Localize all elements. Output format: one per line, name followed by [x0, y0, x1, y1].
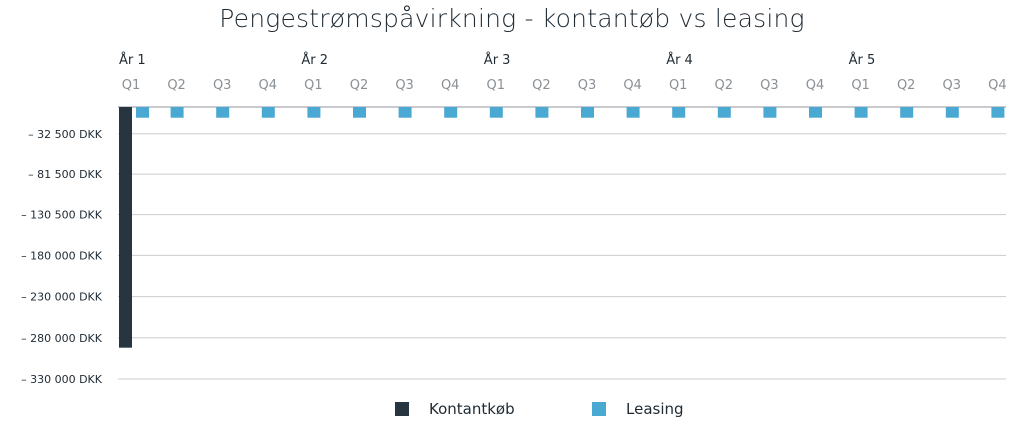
year-label: År 4 — [666, 52, 693, 68]
bar-leasing — [809, 107, 822, 118]
legend-label-leasing: Leasing — [626, 400, 684, 418]
quarter-label: Q2 — [715, 78, 734, 93]
bar-kontantkob — [119, 107, 132, 348]
chart-title: Pengestrømspåvirkning - kontantøb vs lea… — [219, 4, 805, 33]
quarter-label: Q4 — [441, 78, 460, 93]
bar-leasing — [398, 107, 412, 118]
quarter-label: Q2 — [897, 78, 916, 93]
y-tick-label: – 32 500 DKK — [28, 128, 103, 141]
bar-leasing — [672, 107, 686, 118]
bar-leasing — [170, 107, 184, 118]
bar-leasing — [581, 107, 594, 118]
quarter-label: Q2 — [532, 78, 551, 93]
y-tick-label: – 230 000 DKK — [21, 291, 103, 304]
bar-leasing — [763, 107, 777, 118]
quarter-label: Q3 — [760, 78, 779, 93]
year-label: År 1 — [119, 52, 146, 68]
bar-leasing — [991, 107, 1005, 118]
bar-leasing — [535, 107, 549, 118]
legend-swatch-leasing — [592, 402, 606, 416]
legend-label-kontantkob: Kontantkøb — [429, 400, 515, 418]
quarter-label: Q2 — [350, 78, 369, 93]
bar-leasing — [307, 107, 321, 118]
legend-item-kontantkob: Kontantkøb — [395, 400, 515, 418]
y-tick-label: – 81 500 DKK — [28, 168, 103, 181]
legend-swatch-kontantkob — [395, 402, 409, 416]
quarter-label: Q1 — [304, 78, 323, 93]
bar-leasing — [626, 107, 640, 118]
quarter-label: Q3 — [943, 78, 962, 93]
quarter-label: Q3 — [213, 78, 232, 93]
bar-leasing — [261, 107, 275, 118]
quarter-label: Q1 — [851, 78, 870, 93]
quarter-label: Q4 — [623, 78, 642, 93]
y-tick-label: – 280 000 DKK — [21, 332, 103, 345]
quarter-label: Q4 — [806, 78, 825, 93]
bar-leasing — [717, 107, 731, 118]
bar-leasing — [216, 107, 230, 118]
bar-leasing — [136, 107, 149, 118]
quarter-label: Q1 — [487, 78, 506, 93]
quarter-label: Q4 — [988, 78, 1007, 93]
year-label: År 3 — [484, 52, 511, 68]
bar-leasing — [945, 107, 959, 118]
y-tick-label: – 180 000 DKK — [21, 249, 103, 262]
quarter-label: Q4 — [259, 78, 278, 93]
bar-leasing — [900, 107, 914, 118]
legend-item-leasing: Leasing — [592, 400, 684, 418]
quarter-label: Q2 — [167, 78, 186, 93]
quarter-label: Q3 — [578, 78, 597, 93]
bar-leasing — [489, 107, 503, 118]
bar-leasing — [854, 107, 868, 118]
bar-leasing — [353, 107, 366, 118]
year-label: År 2 — [301, 52, 328, 68]
year-label: År 5 — [849, 52, 876, 68]
bar-leasing — [444, 107, 458, 118]
y-tick-label: – 130 500 DKK — [21, 209, 103, 222]
quarter-label: Q1 — [669, 78, 688, 93]
y-tick-label: – 330 000 DKK — [21, 373, 103, 386]
quarter-label: Q1 — [122, 78, 141, 93]
quarter-label: Q3 — [395, 78, 414, 93]
